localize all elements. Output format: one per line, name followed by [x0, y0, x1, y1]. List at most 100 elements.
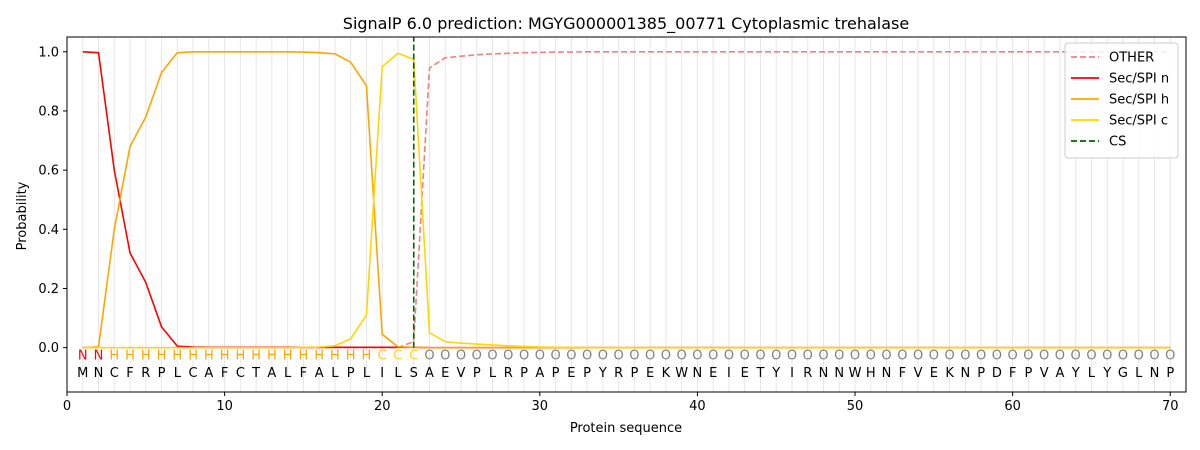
- residue-label: R: [803, 366, 812, 381]
- residue-label: N: [94, 366, 104, 381]
- region-label: O: [487, 348, 497, 363]
- legend-entry: OTHER: [1109, 51, 1154, 66]
- residue-label: T: [251, 366, 260, 381]
- region-label: H: [283, 348, 293, 363]
- region-label: H: [299, 348, 309, 363]
- residue-label: K: [945, 366, 954, 381]
- residue-label: I: [380, 366, 384, 381]
- residue-label: E: [441, 366, 449, 381]
- residue-label: L: [489, 366, 497, 381]
- residue-label: L: [394, 366, 402, 381]
- region-label: O: [803, 348, 813, 363]
- residue-label: N: [1150, 366, 1160, 381]
- region-label: H: [251, 348, 261, 363]
- residue-label: D: [992, 366, 1002, 381]
- region-label: H: [362, 348, 372, 363]
- region-label: O: [850, 348, 860, 363]
- region-label: O: [771, 348, 781, 363]
- x-tick-label: 30: [532, 399, 549, 414]
- residue-label: L: [1135, 366, 1143, 381]
- residue-label: Y: [771, 366, 780, 381]
- y-tick-label: 0.4: [38, 223, 59, 238]
- legend-entry: CS: [1109, 135, 1126, 150]
- residue-label: N: [960, 366, 970, 381]
- residue-label: G: [1118, 366, 1128, 381]
- region-label: O: [1134, 348, 1144, 363]
- residue-label: E: [646, 366, 654, 381]
- residue-label: C: [236, 366, 245, 381]
- residue-label: E: [930, 366, 938, 381]
- region-label: O: [708, 348, 718, 363]
- region-label: O: [614, 348, 624, 363]
- region-label: O: [787, 348, 797, 363]
- y-tick-label: 0.8: [38, 104, 59, 119]
- y-tick-label: 0.0: [38, 341, 59, 356]
- x-tick-label: 60: [1004, 399, 1021, 414]
- region-label: O: [740, 348, 750, 363]
- residue-label: P: [347, 366, 355, 381]
- residue-label: Y: [598, 366, 607, 381]
- x-tick-label: 20: [374, 399, 391, 414]
- region-label: O: [1008, 348, 1018, 363]
- residue-label: N: [882, 366, 892, 381]
- residue-label: T: [755, 366, 764, 381]
- region-label: H: [346, 348, 356, 363]
- x-tick-label: 70: [1162, 399, 1179, 414]
- legend-entry: Sec/SPI h: [1109, 93, 1169, 108]
- residue-label: P: [1166, 366, 1174, 381]
- region-label: H: [330, 348, 340, 363]
- region-label: C: [393, 348, 402, 363]
- region-label: H: [267, 348, 277, 363]
- residue-label: S: [410, 366, 418, 381]
- series-line-other: [83, 52, 1170, 348]
- region-label: O: [629, 348, 639, 363]
- residue-label: A: [1055, 366, 1064, 381]
- region-label: O: [897, 348, 907, 363]
- region-label: H: [220, 348, 230, 363]
- region-label: O: [1055, 348, 1065, 363]
- region-label: O: [1039, 348, 1049, 363]
- region-label: O: [598, 348, 608, 363]
- residue-label: F: [221, 366, 228, 381]
- series-line-sec-spi-h: [83, 52, 1170, 348]
- residue-label: Y: [1102, 366, 1111, 381]
- residue-label: L: [331, 366, 339, 381]
- region-label: H: [204, 348, 214, 363]
- residue-label: L: [174, 366, 182, 381]
- residue-label: A: [204, 366, 213, 381]
- residue-label: I: [727, 366, 731, 381]
- region-label: O: [834, 348, 844, 363]
- region-label: O: [1071, 348, 1081, 363]
- residue-label: A: [535, 366, 544, 381]
- region-label: H: [157, 348, 167, 363]
- residue-label: R: [614, 366, 623, 381]
- region-label: O: [976, 348, 986, 363]
- residue-label: F: [126, 366, 133, 381]
- region-label: O: [677, 348, 687, 363]
- residue-label: A: [267, 366, 276, 381]
- residue-label: M: [77, 366, 88, 381]
- residue-label: R: [504, 366, 513, 381]
- region-label: N: [78, 348, 88, 363]
- x-tick-label: 40: [689, 399, 706, 414]
- region-label: O: [913, 348, 923, 363]
- region-label: O: [1149, 348, 1159, 363]
- residue-label: N: [819, 366, 829, 381]
- residue-label: W: [675, 366, 688, 381]
- residue-label: H: [866, 366, 876, 381]
- region-label: O: [1086, 348, 1096, 363]
- residue-label: P: [1024, 366, 1032, 381]
- region-label: H: [235, 348, 245, 363]
- residue-label: P: [630, 366, 638, 381]
- residue-label: I: [790, 366, 794, 381]
- region-label: O: [692, 348, 702, 363]
- x-tick-label: 10: [216, 399, 233, 414]
- residue-label: F: [899, 366, 906, 381]
- region-label: O: [582, 348, 592, 363]
- region-label: O: [960, 348, 970, 363]
- residue-label: A: [425, 366, 434, 381]
- y-tick-label: 0.6: [38, 164, 59, 179]
- region-label: H: [188, 348, 198, 363]
- region-label: O: [503, 348, 513, 363]
- legend: OTHER Sec/SPI n Sec/SPI h Sec/SPI c CS: [1065, 43, 1178, 158]
